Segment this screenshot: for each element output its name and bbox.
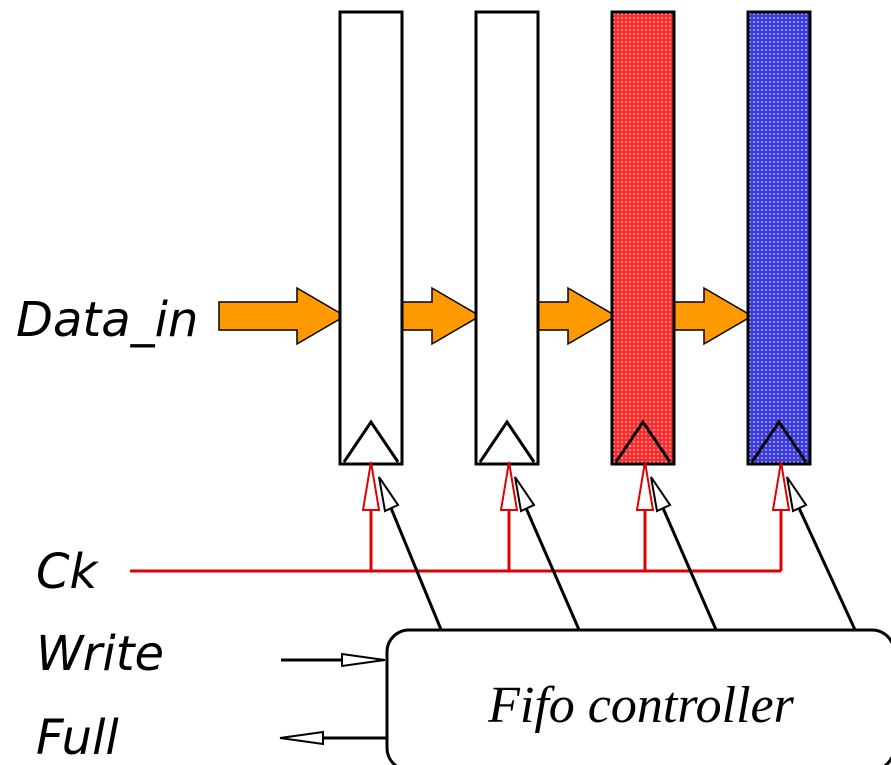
arrow-up-icon	[378, 476, 400, 513]
clock-triangle-icon	[614, 419, 672, 463]
register-2	[474, 10, 540, 466]
arrow-right-icon	[341, 652, 386, 668]
clock-triangle-icon	[342, 419, 400, 463]
enable-arrowheads	[378, 476, 808, 513]
arrow-up-icon	[771, 461, 791, 511]
data-arrow-1-2	[401, 286, 482, 346]
data-in-arrow	[218, 286, 347, 346]
data-arrow-3-4	[673, 286, 754, 346]
controller-label: Fifo controller	[487, 677, 794, 734]
arrow-left-icon	[279, 730, 324, 746]
register-4	[746, 10, 812, 466]
clock-network	[130, 508, 783, 573]
arrow-up-icon	[514, 476, 536, 513]
arrow-up-icon	[361, 461, 381, 511]
full-arrow	[279, 730, 387, 746]
ck-label: Ck	[36, 544, 100, 600]
data-in-label: Data_in	[16, 292, 198, 348]
full-label: Full	[36, 710, 119, 765]
enable-lines	[389, 507, 858, 633]
clock-triangle-icon	[478, 419, 536, 463]
register-3	[610, 10, 676, 466]
data-flow-arrows	[218, 286, 754, 346]
clock-triangle-icon	[750, 419, 808, 463]
arrow-up-icon	[650, 476, 672, 513]
arrow-up-icon	[499, 461, 519, 511]
arrow-up-icon	[786, 476, 808, 513]
arrow-up-icon	[635, 461, 655, 511]
write-arrow	[281, 652, 386, 668]
register-1	[338, 10, 404, 466]
write-label: Write	[36, 626, 164, 682]
clock-arrowheads	[361, 461, 791, 511]
fifo-controller-box	[385, 628, 891, 765]
data-arrow-2-3	[537, 286, 618, 346]
